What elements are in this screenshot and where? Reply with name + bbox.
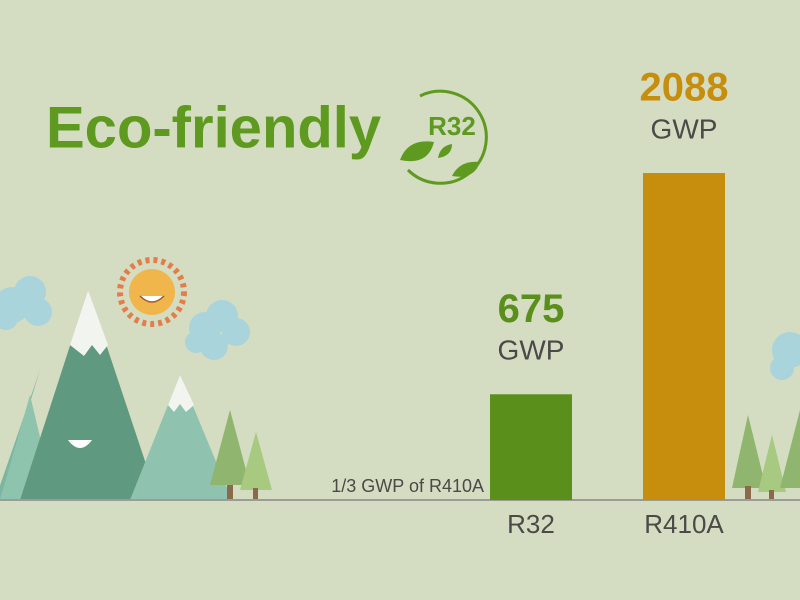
face [68,440,92,448]
value-label: 2088 [640,66,729,110]
leaf [400,141,434,162]
cloud [185,300,250,360]
cloud [770,332,800,380]
annotation: 1/3 GWP of R410A [331,476,484,496]
mountain [20,290,158,500]
mountain [130,375,232,500]
cloud [0,276,52,330]
snowcap [168,375,194,412]
category-label: R32 [507,509,555,539]
unit-label: GWP [651,113,718,144]
value-label: 675 [498,287,565,331]
badge-ring [406,89,488,185]
bar [643,173,725,500]
unit-label: GWP [498,335,565,366]
leaf [438,144,452,158]
badge-label: R32 [428,111,476,141]
leaf [452,161,480,177]
scenery-left [0,257,272,500]
trees [732,410,800,500]
badge: R32 [400,89,488,185]
category-label: R410A [644,509,724,539]
snowcap [70,290,108,356]
bar [490,394,572,500]
chart-title: Eco-friendly [46,95,381,160]
scenery-right [732,332,800,500]
trees [210,410,272,500]
sun [117,257,187,327]
